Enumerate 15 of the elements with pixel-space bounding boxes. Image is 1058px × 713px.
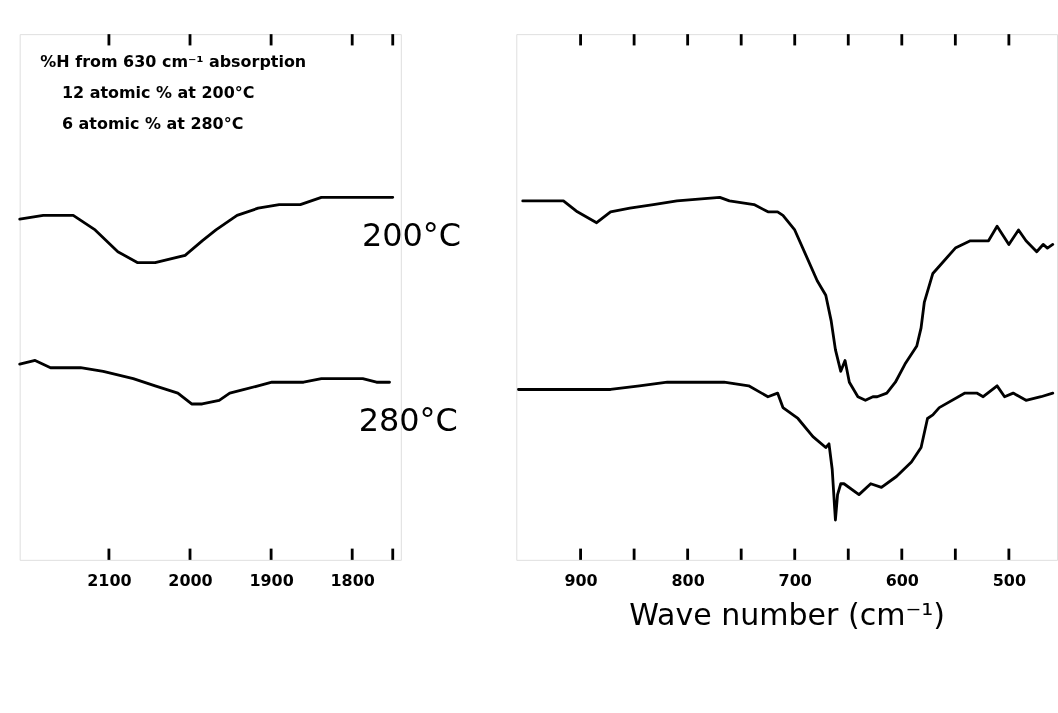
x-tick-label: 600 (885, 570, 919, 590)
x-tick-label: 900 (564, 570, 598, 590)
x-tick-label: 2000 (168, 570, 213, 590)
x-tick-label: 1900 (249, 570, 294, 590)
text: 6 atomic % at 280°C (61, 113, 244, 133)
x-tick-label: 500 (992, 570, 1026, 590)
x-tick-label: 800 (671, 570, 705, 590)
x-tick-label: 1800 (330, 570, 375, 590)
text: %H from 630 cm⁻¹ absorption (40, 52, 307, 72)
series-label: 200°C (361, 216, 462, 255)
text: 12 atomic % at 200°C (61, 83, 255, 102)
x-tick-label: 700 (778, 570, 812, 590)
series-label: 280°C (358, 401, 458, 440)
x-tick-label: 2100 (87, 570, 132, 590)
x-axis-title: Wave number (cm⁻¹) (629, 597, 946, 633)
